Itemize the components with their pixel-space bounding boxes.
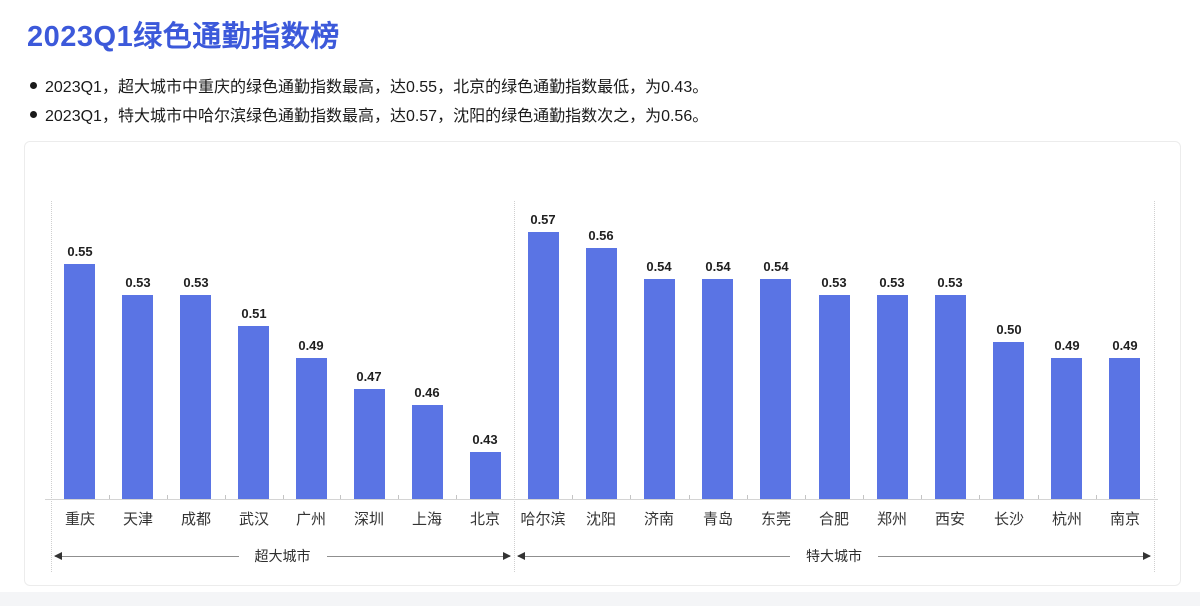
- x-axis-label: 青岛: [702, 511, 733, 528]
- chart-bar: [702, 279, 733, 499]
- chart-bar: [819, 295, 850, 499]
- arrow-right-icon: [503, 552, 511, 560]
- summary-bullet-item: 2023Q1，特大城市中哈尔滨绿色通勤指数最高，达0.57，沈阳的绿色通勤指数次…: [30, 103, 708, 125]
- bar-value-label: 0.55: [67, 244, 93, 259]
- chart-bar: [296, 358, 327, 499]
- x-axis-tick: [167, 495, 168, 499]
- x-axis-label: 哈尔滨: [520, 511, 566, 528]
- group-label: 特大城市: [790, 547, 878, 565]
- x-axis-label: 上海: [411, 511, 442, 528]
- group-divider-line: [514, 201, 515, 572]
- x-axis-label: 沈阳: [585, 511, 616, 528]
- x-axis-tick: [456, 495, 457, 499]
- report-card: 2023Q1绿色通勤指数榜 2023Q1，超大城市中重庆的绿色通勤指数最高，达0…: [0, 0, 1200, 592]
- x-axis-tick: [225, 495, 226, 499]
- x-axis-tick: [747, 495, 748, 499]
- page-title: 2023Q1绿色通勤指数榜: [27, 21, 340, 53]
- x-axis-label: 西安: [934, 511, 965, 528]
- x-axis-tick: [1096, 495, 1097, 499]
- x-axis-tick: [979, 495, 980, 499]
- x-axis-label: 东莞: [760, 511, 791, 528]
- bar-value-label: 0.49: [1112, 338, 1138, 353]
- bullet-icon: [30, 81, 37, 89]
- x-axis-label: 重庆: [64, 511, 95, 528]
- x-axis-label: 天津: [122, 511, 153, 528]
- x-axis-label: 杭州: [1051, 511, 1082, 528]
- chart-bar: [470, 452, 501, 499]
- bar-value-label: 0.50: [996, 322, 1022, 337]
- x-axis-tick: [340, 495, 341, 499]
- group-label: 超大城市: [238, 547, 327, 565]
- chart-bar: [122, 295, 153, 499]
- x-axis-tick: [630, 495, 631, 499]
- bar-value-label: 0.51: [241, 306, 267, 321]
- bar-value-label: 0.54: [763, 259, 789, 274]
- bar-value-label: 0.53: [125, 275, 151, 290]
- chart-bar: [877, 295, 908, 499]
- x-axis-tick: [572, 495, 573, 499]
- x-axis-tick: [805, 495, 806, 499]
- summary-bullet-list: 2023Q1，超大城市中重庆的绿色通勤指数最高，达0.55，北京的绿色通勤指数最…: [30, 74, 708, 132]
- arrow-right-icon: [1143, 552, 1151, 560]
- x-axis-tick: [1038, 495, 1039, 499]
- bar-value-label: 0.57: [530, 212, 556, 227]
- x-axis-line: [45, 499, 1158, 500]
- bar-value-label: 0.53: [821, 275, 847, 290]
- x-axis-label: 武汉: [238, 511, 269, 528]
- bar-chart: 0.55 重庆 0.53 天津 0.53 成都 0.51 武汉 0.49 广州 0.47 深圳 0.46…: [25, 142, 1180, 585]
- chart-bar: [760, 279, 791, 499]
- chart-bar: [1051, 358, 1082, 499]
- x-axis-label: 深圳: [353, 511, 384, 528]
- x-axis-label: 成都: [180, 511, 211, 528]
- chart-bar: [1109, 358, 1140, 499]
- bar-value-label: 0.49: [298, 338, 324, 353]
- x-axis-tick: [921, 495, 922, 499]
- chart-panel: 0.55 重庆 0.53 天津 0.53 成都 0.51 武汉 0.49 广州 0.47 深圳 0.46…: [24, 141, 1181, 586]
- bar-value-label: 0.53: [879, 275, 905, 290]
- x-axis-tick: [283, 495, 284, 499]
- x-axis-label: 北京: [469, 511, 500, 528]
- x-axis-label: 广州: [295, 511, 326, 528]
- plot-right-edge-line: [1154, 201, 1155, 572]
- x-axis-tick: [398, 495, 399, 499]
- x-axis-label: 济南: [643, 511, 674, 528]
- x-axis-label: 郑州: [876, 511, 907, 528]
- bar-value-label: 0.43: [472, 432, 498, 447]
- bar-value-label: 0.47: [356, 369, 382, 384]
- chart-bar: [238, 326, 269, 499]
- group-bracket: 超大城市: [54, 547, 511, 565]
- chart-bar: [180, 295, 211, 499]
- bar-value-label: 0.54: [705, 259, 731, 274]
- bullet-icon: [30, 110, 37, 118]
- chart-bar: [644, 279, 675, 499]
- arrow-left-icon: [54, 552, 62, 560]
- x-axis-label: 长沙: [993, 511, 1024, 528]
- y-axis-line: [51, 201, 52, 572]
- chart-bar: [64, 264, 95, 499]
- bullet-text: 2023Q1，特大城市中哈尔滨绿色通勤指数最高，达0.57，沈阳的绿色通勤指数次…: [45, 108, 709, 125]
- bullet-text: 2023Q1，超大城市中重庆的绿色通勤指数最高，达0.55，北京的绿色通勤指数最…: [45, 79, 709, 96]
- x-axis-label: 合肥: [818, 511, 849, 528]
- chart-bar: [528, 232, 559, 499]
- chart-bar: [935, 295, 966, 499]
- x-axis-tick: [863, 495, 864, 499]
- arrow-left-icon: [517, 552, 525, 560]
- chart-bar: [412, 405, 443, 499]
- bar-value-label: 0.46: [414, 385, 440, 400]
- bar-value-label: 0.56: [588, 228, 614, 243]
- chart-bar: [993, 342, 1024, 499]
- chart-bar: [354, 389, 385, 499]
- bar-value-label: 0.49: [1054, 338, 1080, 353]
- bar-value-label: 0.53: [937, 275, 963, 290]
- chart-bar: [586, 248, 617, 499]
- x-axis-tick: [109, 495, 110, 499]
- summary-bullet-item: 2023Q1，超大城市中重庆的绿色通勤指数最高，达0.55，北京的绿色通勤指数最…: [30, 74, 708, 96]
- group-bracket: 特大城市: [517, 547, 1151, 565]
- x-axis-tick: [689, 495, 690, 499]
- x-axis-label: 南京: [1109, 511, 1140, 528]
- bar-value-label: 0.54: [646, 259, 672, 274]
- bar-value-label: 0.53: [183, 275, 209, 290]
